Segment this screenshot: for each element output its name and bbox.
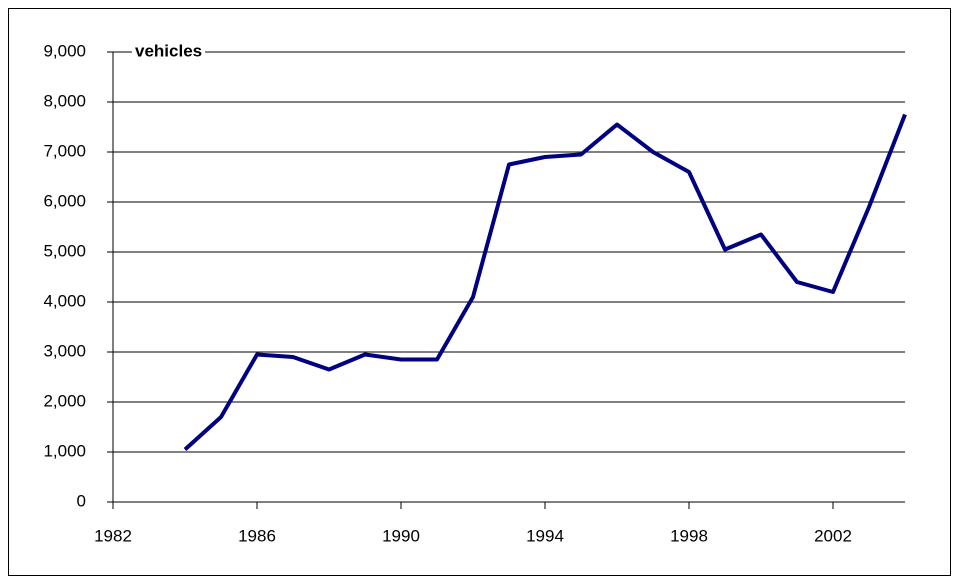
x-tick-label: 1998 xyxy=(670,526,708,545)
x-tick-label: 1982 xyxy=(94,526,132,545)
x-tick-label: 1986 xyxy=(238,526,276,545)
x-tick-label: 1994 xyxy=(526,526,564,545)
y-tick-label: 3,000 xyxy=(43,341,86,360)
y-tick-label: 0 xyxy=(77,491,86,510)
x-tick-label: 1990 xyxy=(382,526,420,545)
y-tick-label: 2,000 xyxy=(43,391,86,410)
annotation-background xyxy=(132,41,206,61)
y-tick-label: 5,000 xyxy=(43,241,86,260)
y-tick-label: 4,000 xyxy=(43,291,86,310)
y-tick-label: 9,000 xyxy=(43,41,86,60)
x-tick-label: 2002 xyxy=(814,526,852,545)
chart-frame xyxy=(8,8,951,576)
y-tick-label: 8,000 xyxy=(43,91,86,110)
annotation: vehicles xyxy=(135,41,202,60)
data-line xyxy=(183,113,907,451)
y-tick-label: 1,000 xyxy=(43,441,86,460)
y-tick-label: 7,000 xyxy=(43,141,86,160)
y-tick-label: 6,000 xyxy=(43,191,86,210)
